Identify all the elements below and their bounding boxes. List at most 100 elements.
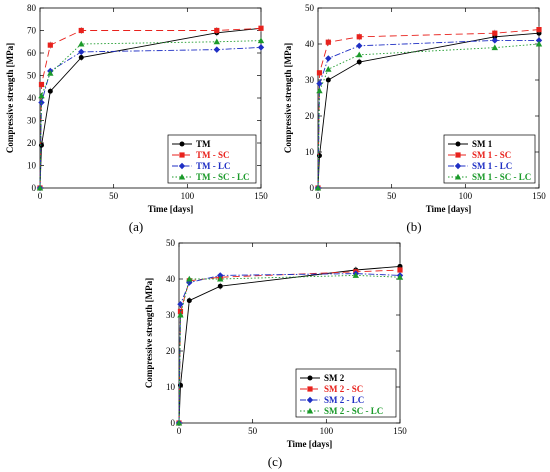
y-tick-label: 50 [27,71,37,81]
data-point-2-5 [214,27,220,34]
x-axis-label: Time [days] [287,439,333,449]
data-point-2-3 [325,39,331,45]
data-point-legend-1 [179,141,185,147]
data-point-1-2 [316,153,322,159]
panel-label-a: (a) [129,219,143,234]
x-tick-label: 0 [316,191,321,201]
y-tick-label: 0 [32,183,37,193]
data-point-3-2 [38,99,45,106]
data-point-4-3 [325,66,332,72]
y-tick-label: 10 [27,161,37,171]
data-point-2-3 [47,42,53,48]
y-tick-label: 70 [27,26,37,36]
data-point-4-1 [314,184,322,191]
data-point-3-4 [356,42,363,49]
series-line-1 [317,32,540,189]
series-line-1 [39,27,262,189]
legend-label-2: SM 2 - SC [324,384,363,394]
data-point-legend-2 [179,152,185,158]
data-point-2-2 [38,81,45,88]
data-point-legend-3 [454,162,462,170]
data-point-1-4 [217,283,223,289]
y-axis-label: Compressive strength [MPa] [5,43,15,153]
data-point-legend-4 [454,173,462,180]
data-point-1-4 [356,59,362,65]
x-tick-label: 100 [320,426,334,436]
data-point-3-2 [316,80,323,87]
data-point-4-2 [316,87,323,94]
legend-box [295,368,397,418]
data-point-3-3 [325,55,332,62]
data-point-4-2 [38,92,45,99]
data-point-legend-3 [178,162,186,170]
y-tick-label: 80 [27,3,37,13]
y-tick-label: 30 [27,116,37,126]
y-tick-label: 40 [305,39,315,49]
legend-label-1: TM [196,139,211,149]
data-point-4-6 [257,37,265,44]
data-point-3-4 [78,48,85,56]
legend-label-3: SM 1 - LC [472,161,512,171]
data-point-2-4 [356,34,362,40]
x-tick-label: 100 [459,191,473,201]
data-point-2-4 [78,27,84,34]
data-point-1-4 [78,55,84,60]
panel-label-b: (b) [406,219,421,234]
series-line-4 [39,40,262,189]
y-axis-label: Compressive strength [MPa] [283,43,293,153]
legend-label-2: SM 1 - SC [472,150,511,160]
series-line-3 [317,39,539,189]
legend-label-2: TM - SC [196,150,230,160]
data-point-4-3 [186,275,193,282]
y-tick-label: 20 [27,138,37,148]
y-tick-label: 40 [27,93,37,103]
plot-frame [178,242,401,424]
data-point-3-5 [491,37,498,44]
y-tick-label: 50 [305,3,315,13]
data-point-2-5 [492,30,498,36]
y-tick-label: 30 [305,75,315,85]
data-point-2-6 [258,25,264,31]
y-tick-label: 40 [166,274,176,284]
series-line-4 [317,43,540,189]
data-point-2-2 [316,70,323,76]
legend-label-4: TM - SC - LC [196,172,250,182]
data-point-2-6 [397,267,403,273]
y-tick-label: 10 [305,147,315,157]
data-point-1-3 [186,298,192,304]
x-tick-label: 50 [387,191,397,201]
data-point-3-4 [217,272,224,279]
chart-a: 0 50 100 150 0 10 20 30 40 50 60 70 80 Time [days] Com… [5,3,268,214]
legend-label-4: SM 2 - SC - LC [324,406,383,416]
x-tick-label: 0 [177,426,182,436]
data-point-2-6 [536,27,542,33]
y-tick-label: 20 [305,111,315,121]
x-tick-label: 150 [393,426,407,436]
panel-label-c: (c) [268,454,282,469]
data-point-legend-1 [307,375,313,381]
data-point-1-2 [177,382,183,388]
x-tick-label: 50 [109,191,119,201]
data-point-4-5 [491,44,498,51]
series-line-2 [317,29,540,189]
data-point-legend-2 [307,386,313,392]
data-point-legend-2 [455,152,461,158]
plot-frame [317,7,540,189]
data-point-4-2 [177,311,184,318]
x-axis-label: Time [days] [148,204,194,214]
data-point-1-2 [38,142,44,148]
legend-label-1: SM 2 [324,373,345,383]
y-tick-label: 20 [166,346,176,356]
y-tick-label: 0 [310,183,315,193]
legend-label-1: SM 1 [472,139,493,149]
data-point-1-3 [325,77,331,83]
series-line-4 [178,274,401,424]
data-point-3-5 [213,46,220,53]
chart-c: 0 50 100 150 0 10 20 30 40 50 Time [days] Compressi… [144,238,407,449]
data-point-4-1 [175,419,183,426]
legend-label-3: TM - LC [196,161,231,171]
data-point-4-1 [36,184,44,191]
